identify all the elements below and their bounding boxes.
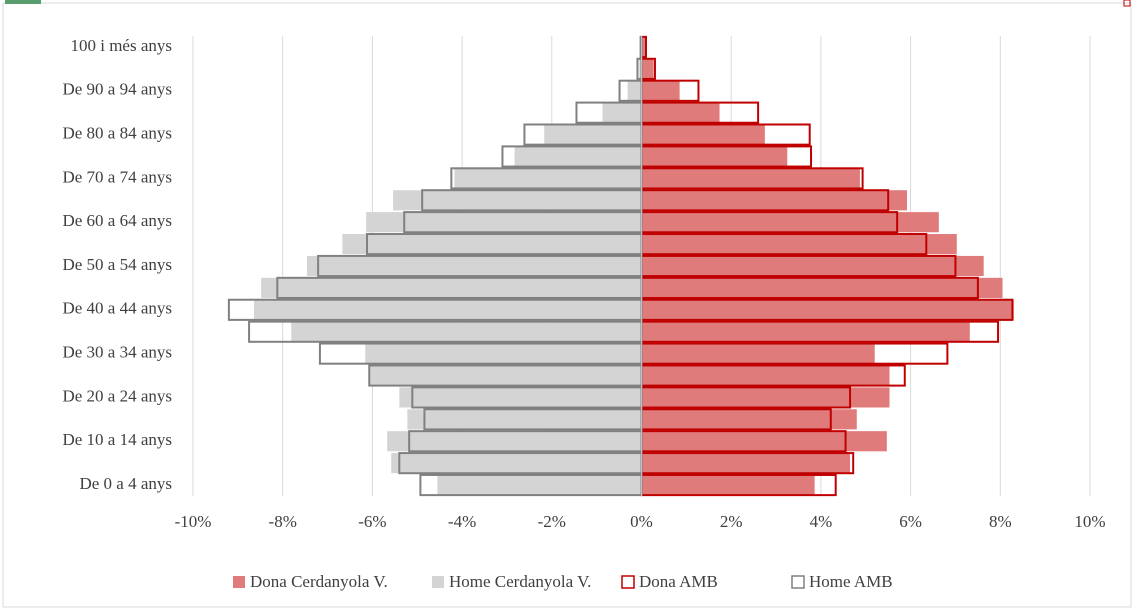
bar (641, 80, 680, 101)
bar (399, 387, 642, 408)
legend-marker (791, 575, 805, 589)
bar (514, 146, 642, 167)
bar (627, 80, 642, 101)
bar (366, 212, 642, 233)
bar (641, 387, 890, 408)
decoration (1123, 0, 1131, 7)
bar (291, 321, 642, 342)
x-tick-label: 2% (720, 512, 743, 531)
bar (641, 234, 957, 255)
legend-label: Home Cerdanyola V. (449, 572, 591, 591)
y-tick-label: 100 i més anys (70, 36, 172, 55)
bar (641, 474, 815, 496)
y-tick-label: De 20 a 24 anys (62, 386, 172, 405)
bar (369, 365, 642, 386)
x-tick-label: 10% (1074, 512, 1105, 531)
x-tick-label: 6% (899, 512, 922, 531)
bar (253, 299, 642, 320)
y-tick-label: De 80 a 84 anys (62, 123, 172, 142)
bar (365, 343, 642, 364)
legend-label: Home AMB (809, 572, 893, 591)
bar (641, 146, 788, 167)
bar (602, 102, 642, 123)
bar (641, 190, 908, 211)
decoration (5, 0, 41, 4)
bar (544, 124, 642, 145)
bar (641, 255, 984, 277)
bar (641, 168, 860, 189)
x-tick-label: 8% (989, 512, 1012, 531)
y-tick-label: De 30 a 34 anys (62, 343, 172, 362)
bar (641, 431, 887, 452)
bar (641, 36, 646, 58)
legend-marker (233, 576, 245, 588)
y-tick-label: De 60 a 64 anys (62, 211, 172, 230)
x-tick-label: 4% (810, 512, 833, 531)
bar (641, 453, 851, 474)
bar (641, 102, 720, 123)
bar (391, 453, 642, 474)
legend-label: Dona AMB (639, 572, 718, 591)
x-tick-label: 0% (630, 512, 653, 531)
y-tick-label: De 90 a 94 anys (62, 80, 172, 99)
bar (641, 277, 1003, 298)
bar (261, 277, 642, 298)
bar (641, 212, 939, 233)
x-tick-label: -6% (358, 512, 386, 531)
bar (641, 365, 890, 386)
bar (306, 255, 642, 277)
bar (454, 168, 642, 189)
y-tick-label: De 70 a 74 anys (62, 167, 172, 186)
legend-label: Dona Cerdanyola V. (250, 572, 388, 591)
legend-marker (621, 575, 635, 589)
x-tick-label: -2% (538, 512, 566, 531)
x-tick-label: -8% (269, 512, 297, 531)
y-tick-label: De 50 a 54 anys (62, 255, 172, 274)
bar (437, 474, 642, 496)
bar (641, 343, 875, 364)
bar (641, 124, 765, 145)
bar (641, 58, 654, 79)
bar (342, 234, 642, 255)
bar (639, 58, 642, 79)
y-tick-label: De 10 a 14 anys (62, 430, 172, 449)
x-tick-label: -10% (175, 512, 212, 531)
x-tick-label: -4% (448, 512, 476, 531)
bar (641, 321, 970, 342)
y-tick-label: De 0 a 4 anys (79, 474, 172, 493)
bar (387, 431, 642, 452)
bar (641, 409, 857, 430)
bar (407, 409, 642, 430)
bar (393, 190, 642, 211)
legend-marker (432, 576, 444, 588)
bar (641, 299, 1014, 320)
y-tick-label: De 40 a 44 anys (62, 299, 172, 318)
